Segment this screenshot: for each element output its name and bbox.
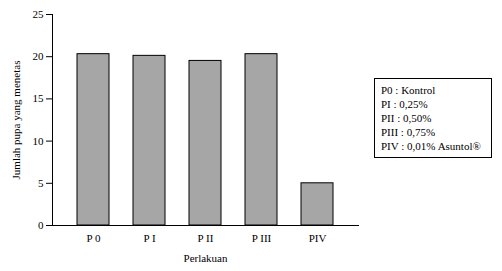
svg-text:20: 20 [33,50,45,62]
svg-text:PIV: PIV [309,232,327,244]
svg-text:P III: P III [252,232,272,244]
svg-text:0: 0 [38,219,44,231]
html-text:PIV : 0,01% Asuntol®: PIV : 0,01% Asuntol® [381,140,481,152]
html-text:PII : 0,50%: PII : 0,50% [381,112,432,124]
svg-text:5: 5 [38,177,44,189]
svg-text:Perlakuan: Perlakuan [184,252,228,264]
svg-text:P I: P I [143,232,155,244]
svg-text:10: 10 [33,135,45,147]
html-text:PI : 0,25%: PI : 0,25% [381,98,428,110]
html-text:PIII : 0,75%: PIII : 0,75% [381,126,436,138]
svg-text:25: 25 [33,8,45,20]
svg-text:P II: P II [198,232,214,244]
html-text:P0 : Kontrol: P0 : Kontrol [381,84,436,96]
svg-text:P 0: P 0 [87,232,101,244]
svg-text:15: 15 [33,92,45,104]
svg-text:Jumlah pupa yang menetas: Jumlah pupa yang menetas [10,61,22,180]
